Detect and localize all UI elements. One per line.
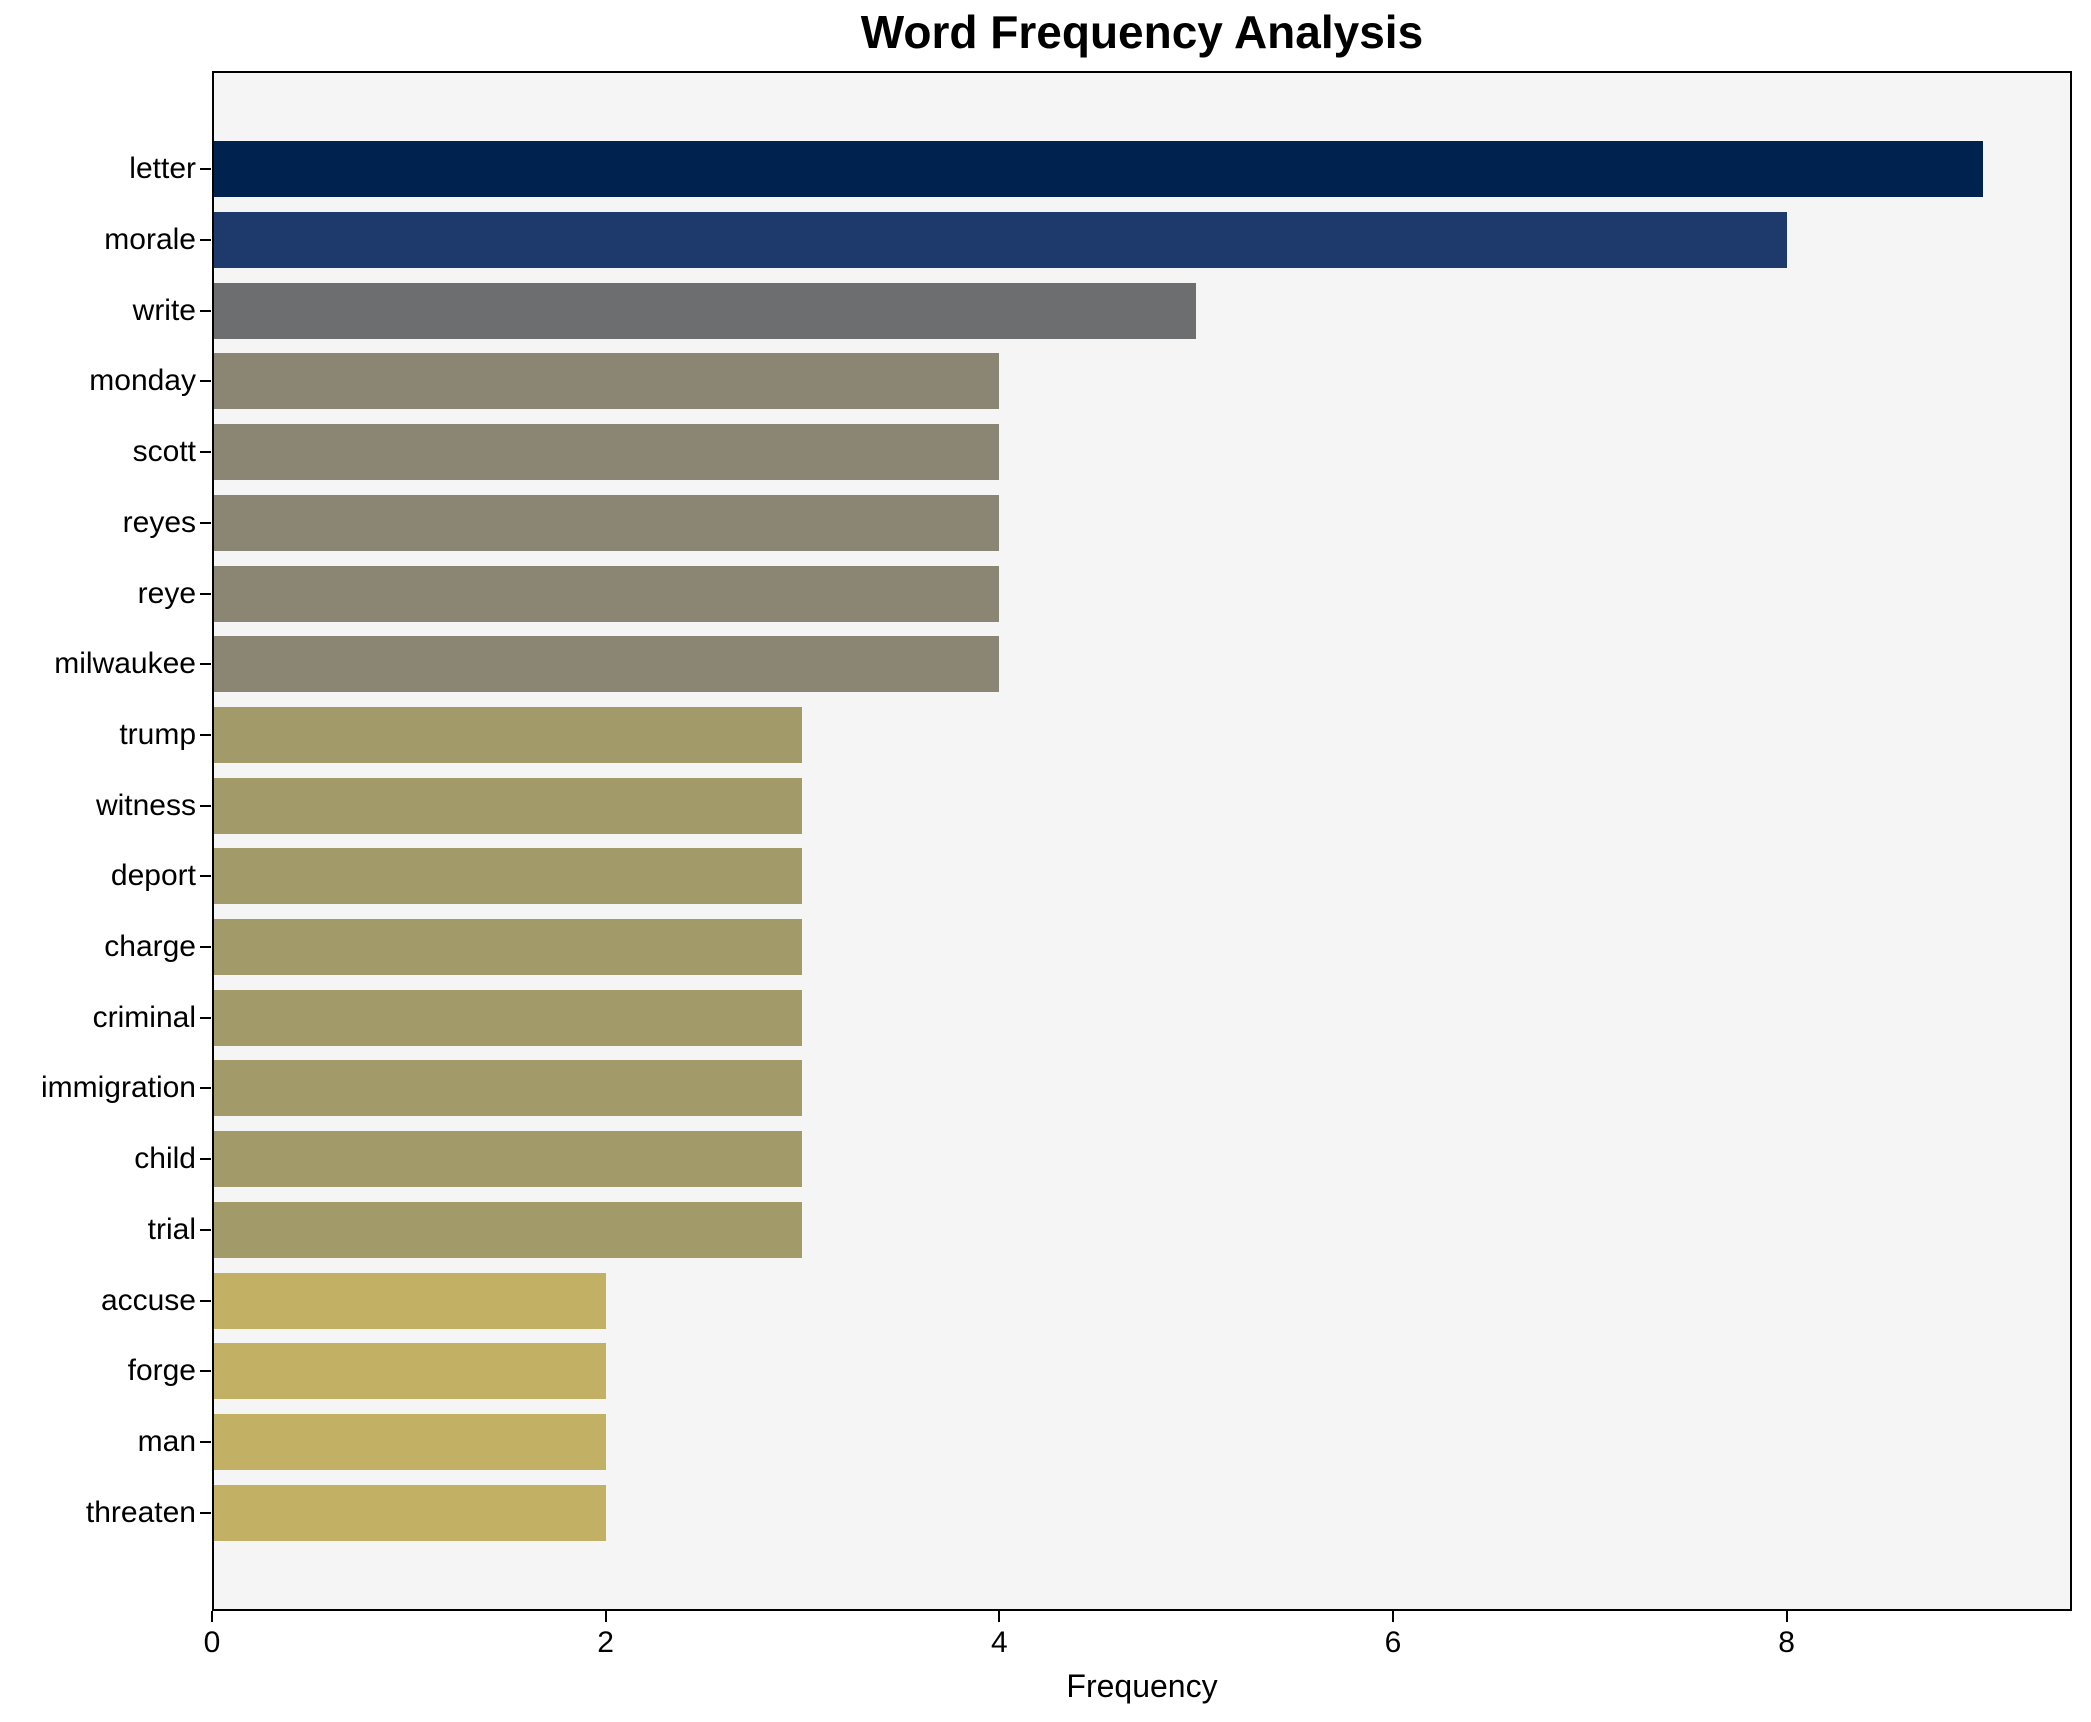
bar-forge	[212, 1343, 606, 1400]
y-tick-mark	[200, 1299, 211, 1302]
bar-morale	[212, 212, 1787, 269]
bar-immigration	[212, 1060, 803, 1117]
y-tick-mark	[200, 1511, 211, 1514]
y-tick-mark	[200, 380, 211, 383]
y-tick-label-forge: forge	[127, 1354, 196, 1388]
bar-man	[212, 1413, 606, 1470]
y-tick-label-scott: scott	[132, 435, 196, 469]
y-tick-label-reyes: reyes	[122, 505, 196, 539]
x-tick-label-4: 4	[990, 1626, 1008, 1659]
bar-charge	[212, 919, 803, 976]
x-tick-label-2: 2	[597, 1626, 614, 1659]
y-tick-mark	[200, 309, 211, 312]
y-tick-mark	[200, 875, 211, 878]
bar-threaten	[212, 1484, 606, 1541]
x-tick-label-8: 8	[1778, 1626, 1795, 1659]
y-tick-label-milwaukee: milwaukee	[54, 647, 196, 681]
x-tick-mark	[1785, 1611, 1788, 1622]
y-tick-label-trump: trump	[119, 717, 196, 751]
y-tick-mark	[200, 1158, 211, 1161]
y-tick-label-immigration: immigration	[40, 1071, 196, 1105]
x-tick-label-6: 6	[1384, 1626, 1402, 1659]
x-tick-mark	[604, 1611, 607, 1622]
bar-monday	[212, 353, 1000, 410]
y-tick-mark	[200, 239, 211, 242]
x-tick-mark	[211, 1611, 213, 1622]
y-tick-label-accuse: accuse	[100, 1283, 196, 1317]
bar-child	[212, 1131, 803, 1188]
y-tick-mark	[200, 663, 211, 666]
y-tick-label-letter: letter	[129, 152, 196, 186]
x-tick-mark	[998, 1611, 1001, 1622]
chart-title: Word Frequency Analysis	[860, 6, 1424, 58]
bar-accuse	[212, 1272, 606, 1329]
bar-deport	[212, 848, 803, 905]
bar-reye	[212, 565, 1000, 622]
bar-reyes	[212, 494, 1000, 551]
y-tick-mark	[200, 1228, 211, 1231]
bar-criminal	[212, 989, 803, 1046]
y-tick-mark	[200, 804, 211, 807]
y-tick-label-threaten: threaten	[85, 1495, 196, 1529]
y-tick-mark	[200, 1440, 211, 1443]
y-tick-mark	[200, 1370, 211, 1373]
y-tick-label-man: man	[137, 1424, 196, 1458]
y-tick-label-child: child	[134, 1142, 196, 1176]
bar-witness	[212, 777, 803, 834]
y-tick-mark	[200, 1016, 211, 1019]
y-tick-label-reye: reye	[137, 576, 196, 610]
plot-area	[212, 71, 2072, 1611]
x-tick-label-0: 0	[203, 1626, 221, 1659]
y-tick-mark	[200, 733, 211, 736]
y-tick-mark	[200, 1087, 211, 1090]
y-tick-label-morale: morale	[104, 223, 196, 257]
y-tick-label-witness: witness	[95, 788, 196, 822]
bar-scott	[212, 424, 1000, 481]
x-axis-title: Frequency	[1066, 1668, 1218, 1704]
bar-letter	[212, 141, 1984, 198]
y-tick-label-monday: monday	[89, 364, 196, 398]
y-tick-mark	[200, 592, 211, 595]
bar-milwaukee	[212, 636, 1000, 693]
y-tick-mark	[200, 168, 211, 171]
y-tick-label-criminal: criminal	[92, 1000, 196, 1034]
x-tick-mark	[1391, 1611, 1394, 1622]
y-tick-mark	[200, 521, 211, 524]
y-tick-label-deport: deport	[110, 859, 196, 893]
y-tick-mark	[200, 451, 211, 454]
y-tick-label-write: write	[132, 293, 196, 327]
bar-trial	[212, 1201, 803, 1258]
y-tick-mark	[200, 946, 211, 949]
y-tick-label-trial: trial	[147, 1212, 196, 1246]
bar-write	[212, 282, 1197, 339]
y-tick-label-charge: charge	[104, 930, 196, 964]
bar-trump	[212, 706, 803, 763]
